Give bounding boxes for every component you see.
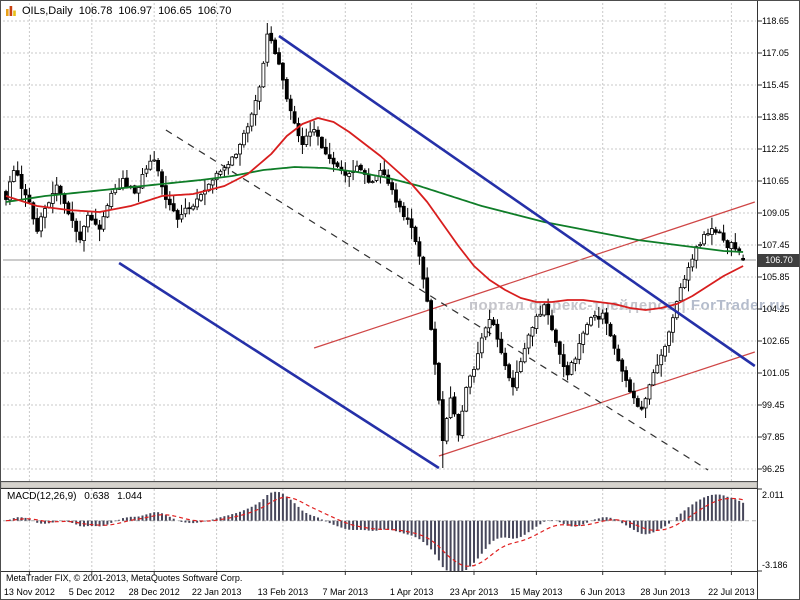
date-tick-label: 22 Jan 2013 — [191, 587, 242, 597]
date-tick-label: 13 Nov 2012 — [3, 587, 55, 597]
date-tick-label: 28 Dec 2012 — [128, 587, 180, 597]
moving-average-lines — [5, 117, 744, 311]
price-tick-label: 118.65 — [762, 16, 789, 26]
trendlines-blue-channel[interactable] — [118, 34, 756, 470]
symbol-period-label: OILs,Daily — [22, 5, 73, 17]
date-tick-label: 6 Jun 2013 — [580, 587, 625, 597]
macd-indicator-label: MACD(12,26,9) 0.638 1.044 — [7, 491, 147, 502]
date-tick-label: 5 Dec 2012 — [68, 587, 115, 597]
macd-signal-value: 1.044 — [117, 491, 143, 502]
price-tick-label: 96.25 — [762, 464, 785, 474]
price-tick-label: 105.85 — [762, 272, 790, 282]
grid-lines — [3, 3, 756, 571]
date-tick-label: 7 Mar 2013 — [322, 587, 369, 597]
watermark-separator: | — [681, 297, 687, 314]
price-tick-label: 102.65 — [762, 336, 790, 346]
price-tick-label: 104.25 — [762, 304, 790, 314]
copyright-text: MetaTrader FIX, © 2001-2013, MetaQuotes … — [6, 573, 243, 583]
price-tick-label: 97.85 — [762, 432, 785, 442]
chart-title: OILs,Daily 106.78 106.97 106.65 106.70 — [6, 5, 231, 17]
chart-icon — [6, 6, 16, 16]
date-tick-label: 22 Jul 2013 — [708, 587, 755, 597]
macd-name: MACD(12,26,9) — [7, 491, 77, 502]
price-tick-label: 99.45 — [762, 400, 785, 410]
watermark-brand: ForTrader.ru — [690, 297, 786, 314]
ohlc-open: 106.78 — [78, 5, 113, 17]
date-tick-label: 1 Apr 2013 — [389, 587, 434, 597]
date-tick-label: 15 May 2013 — [510, 587, 563, 597]
date-tick-label: 13 Feb 2013 — [257, 587, 309, 597]
trendlines-red-channel-and-dashed[interactable] — [3, 129, 756, 471]
ohlc-high: 106.97 — [118, 5, 153, 17]
watermark: портал форекс-трейдеров | ForTrader.ru — [469, 297, 785, 314]
price-tick-label: 101.05 — [762, 368, 790, 378]
current-price-box: 106.70 — [758, 253, 799, 267]
ohlc-close: 106.70 — [197, 5, 232, 17]
price-tick-label: 115.45 — [762, 80, 789, 90]
price-tick-label: 112.25 — [762, 144, 789, 154]
macd-scale-min-label: -3.186 — [762, 560, 788, 570]
macd-main-value: 0.638 — [84, 491, 110, 502]
date-tick-label: 23 Apr 2013 — [449, 587, 499, 597]
price-tick-label: 117.05 — [762, 48, 789, 58]
candles-series — [4, 23, 745, 468]
price-tick-label: 107.45 — [762, 240, 790, 250]
macd-scale-max-label: 2.011 — [762, 490, 784, 500]
macd-indicator — [3, 491, 756, 571]
price-tick-label: 113.85 — [762, 112, 789, 122]
date-tick-label: 28 Jun 2013 — [640, 587, 690, 597]
axes-and-ticks — [1, 1, 762, 599]
watermark-text: портал форекс-трейдеров — [469, 297, 677, 314]
ohlc-low: 106.65 — [158, 5, 192, 17]
price-tick-label: 109.05 — [762, 208, 790, 218]
price-tick-label: 110.65 — [762, 176, 789, 186]
